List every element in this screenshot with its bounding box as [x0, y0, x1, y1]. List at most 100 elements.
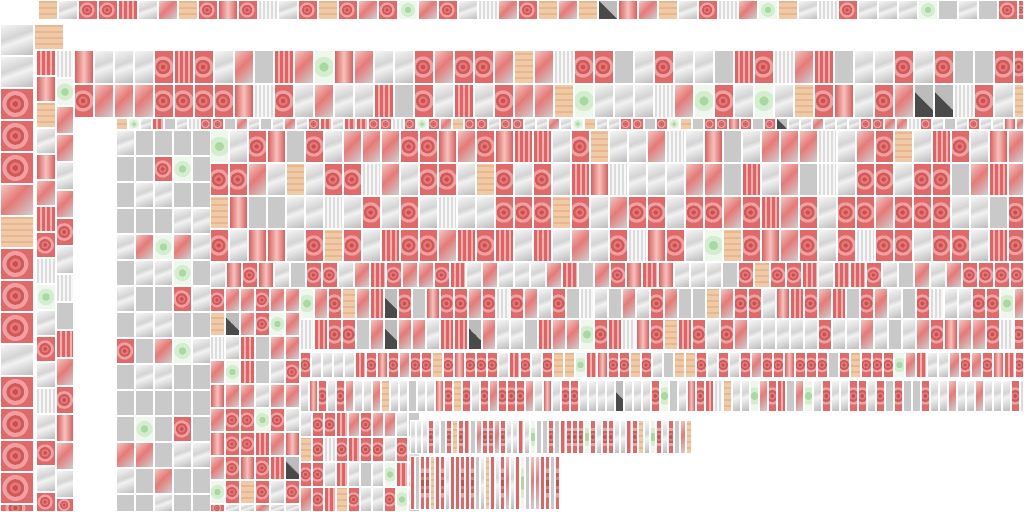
texture-tile	[619, 352, 630, 378]
texture-tile	[234, 50, 254, 84]
texture-tile	[994, 50, 1014, 84]
texture-tile	[248, 196, 267, 229]
texture-tile	[680, 420, 686, 454]
texture-tile	[324, 487, 336, 512]
texture-tile	[628, 229, 647, 262]
texture-tile	[443, 352, 454, 378]
texture-tile	[285, 456, 300, 480]
texture-tile	[812, 118, 824, 130]
texture-tile	[94, 84, 114, 118]
texture-tile	[718, 0, 738, 20]
texture-tile	[834, 50, 854, 84]
texture-tile	[571, 163, 590, 196]
texture-tile	[776, 319, 790, 350]
texture-tile	[663, 352, 674, 378]
texture-tile	[630, 352, 641, 378]
texture-tile	[496, 288, 510, 319]
texture-tile	[56, 414, 74, 442]
texture-tile	[838, 0, 858, 20]
texture-tile	[958, 0, 978, 20]
texture-tile	[594, 319, 608, 350]
texture-tile	[837, 229, 856, 262]
texture-tile	[154, 208, 173, 234]
texture-tile	[686, 420, 692, 454]
texture-tile	[596, 118, 608, 130]
texture-tile	[476, 118, 488, 130]
texture-tile	[834, 84, 854, 118]
texture-tile	[628, 163, 647, 196]
texture-tile	[210, 336, 225, 360]
texture-tile	[418, 262, 434, 288]
texture-tile	[154, 442, 173, 468]
texture-tile	[658, 262, 674, 288]
texture-tile	[668, 420, 674, 454]
texture-tile	[399, 380, 408, 412]
texture-tile	[494, 84, 514, 118]
texture-tile	[192, 234, 211, 260]
texture-tile	[982, 352, 993, 378]
texture-tile	[495, 130, 514, 163]
texture-tile	[993, 380, 1002, 412]
texture-tile	[598, 0, 618, 20]
texture-tile	[986, 288, 1000, 319]
texture-tile	[255, 288, 270, 312]
texture-tile	[558, 0, 578, 20]
texture-tile	[518, 420, 524, 454]
texture-tile	[548, 420, 554, 454]
texture-tile	[510, 456, 515, 510]
texture-tile	[571, 229, 590, 262]
texture-tile	[470, 420, 476, 454]
texture-tile	[36, 492, 56, 512]
texture-tile	[194, 50, 214, 84]
texture-tile	[154, 364, 173, 390]
texture-tile	[742, 163, 761, 196]
texture-tile	[192, 442, 211, 468]
texture-tile	[778, 0, 798, 20]
texture-tile	[685, 229, 704, 262]
texture-tile	[932, 229, 951, 262]
texture-tile	[674, 352, 685, 378]
texture-tile	[553, 352, 564, 378]
texture-tile	[240, 408, 255, 432]
texture-tile	[248, 118, 260, 130]
texture-tile	[894, 196, 913, 229]
texture-tile	[298, 0, 318, 20]
texture-tile	[894, 352, 905, 378]
texture-tile	[419, 163, 438, 196]
texture-tile	[723, 130, 742, 163]
texture-tile	[916, 352, 927, 378]
texture-tile	[944, 288, 958, 319]
texture-tile	[343, 163, 362, 196]
texture-tile	[312, 437, 324, 462]
texture-tile	[225, 312, 240, 336]
texture-tile	[696, 380, 705, 412]
texture-tile	[824, 118, 836, 130]
texture-tile	[515, 456, 520, 510]
texture-tile	[381, 163, 400, 196]
texture-tile	[514, 130, 533, 163]
texture-tile	[1014, 288, 1024, 319]
texture-tile	[116, 156, 135, 182]
texture-tile	[342, 288, 356, 319]
texture-tile	[970, 196, 989, 229]
texture-tile	[240, 288, 255, 312]
texture-tile	[960, 352, 971, 378]
texture-tile	[496, 319, 510, 350]
texture-tile	[454, 288, 468, 319]
texture-tile	[858, 380, 867, 412]
texture-tile	[986, 319, 1000, 350]
texture-tile	[572, 420, 578, 454]
texture-tile	[476, 130, 495, 163]
texture-tile	[336, 380, 345, 412]
texture-tile	[173, 234, 192, 260]
texture-tile	[419, 229, 438, 262]
texture-tile	[267, 229, 286, 262]
texture-tile	[173, 468, 192, 494]
texture-tile	[510, 288, 524, 319]
texture-tile	[758, 0, 778, 20]
texture-tile	[370, 319, 384, 350]
texture-tile	[314, 84, 334, 118]
texture-tile	[255, 312, 270, 336]
texture-tile	[454, 319, 468, 350]
texture-tile	[525, 380, 534, 412]
